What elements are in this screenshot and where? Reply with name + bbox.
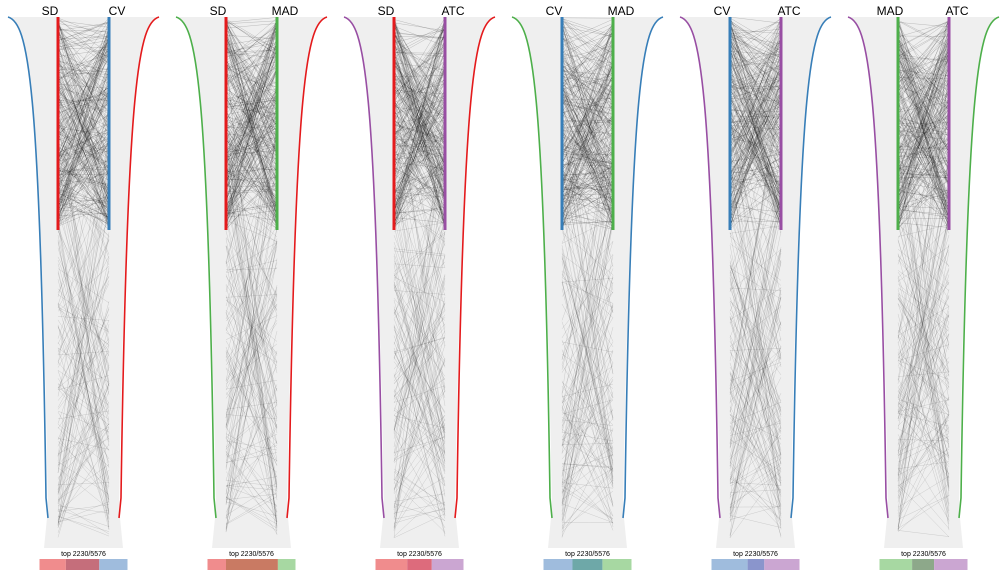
overlap-bar-shared [747,559,765,570]
comparison-panel-4: CV MAD top 2230/5576 [511,4,664,570]
distribution-band [613,17,663,548]
distribution-band [394,17,445,548]
distribution-band [898,17,949,548]
overlap-bar-right-only [764,559,800,570]
right-axis-label: MAD [272,4,299,18]
overlap-bar-right-only [934,559,968,570]
rank-links [729,16,782,538]
right-axis-label: ATC [945,4,968,18]
overlap-bar-left-only [543,559,573,570]
top-n-caption: top 2230/5576 [733,551,778,558]
overlap-bar-right-only [602,559,632,570]
left-axis-label: CV [714,4,731,18]
right-metric-curve [622,16,664,519]
top-n-caption: top 2230/5576 [397,551,442,558]
comparison-panel-6: MAD ATC top 2230/5576 [847,4,1000,570]
overlap-bar-shared [912,559,935,570]
overlap-bar-left-only [39,559,66,570]
rank-links [393,17,446,539]
overlap-bar-left-only [375,559,408,570]
right-metric-curve [790,16,832,519]
rank-links [897,16,950,538]
overlap-bar-shared [65,559,100,570]
comparison-panel-1: SD CV top 2230/5576 [7,4,160,570]
left-metric-curve [175,16,217,519]
distribution-band [445,17,495,548]
top-n-caption: top 2230/5576 [901,551,946,558]
right-metric-curve [286,16,328,519]
left-axis-label: CV [546,4,563,18]
right-metric-curve [118,16,160,519]
distribution-band [8,17,58,548]
rank-links [225,17,278,535]
comparison-panel-2: SD MAD top 2230/5576 [175,4,328,570]
rank-links [57,17,110,538]
left-metric-curve [679,16,721,519]
distribution-band [848,17,898,548]
distribution-band [176,17,226,548]
top-n-caption: top 2230/5576 [565,551,610,558]
overlap-bar-shared [407,559,432,570]
right-metric-curve [454,16,496,519]
overlap-bar-shared [226,559,278,570]
comparison-panel-5: CV ATC top 2230/5576 [679,4,832,570]
top-n-caption: top 2230/5576 [61,551,106,558]
left-axis-label: SD [378,4,395,18]
right-axis-label: ATC [441,4,464,18]
distribution-band [344,17,394,548]
overlap-bar-right-only [99,559,128,570]
distribution-band [781,17,831,548]
distribution-band [277,17,327,548]
left-axis-label: SD [210,4,227,18]
distribution-band [680,17,730,548]
overlap-bar-left-only [711,559,748,570]
overlap-bar-right-only [277,559,296,570]
comparison-panel-3: SD ATC top 2230/5576 [343,4,496,570]
distribution-band [730,17,781,548]
overlap-bar-left-only [207,559,226,570]
distribution-band [226,17,277,548]
rank-links [561,17,614,538]
right-axis-label: CV [109,4,126,18]
overlap-bar-shared [572,559,603,570]
distribution-band [58,17,109,548]
left-metric-curve [7,16,49,519]
distribution-band [512,17,562,548]
left-metric-curve [511,16,553,519]
top-n-caption: top 2230/5576 [229,551,274,558]
left-axis-label: SD [42,4,59,18]
distribution-band [562,17,613,548]
overlap-bar-right-only [431,559,464,570]
overlap-bar-left-only [879,559,913,570]
left-metric-curve [343,16,385,519]
left-metric-curve [847,16,889,519]
right-axis-label: MAD [608,4,635,18]
right-metric-curve [958,16,1000,519]
right-axis-label: ATC [777,4,800,18]
distribution-band [949,17,999,548]
left-axis-label: MAD [877,4,904,18]
distribution-band [109,17,159,548]
